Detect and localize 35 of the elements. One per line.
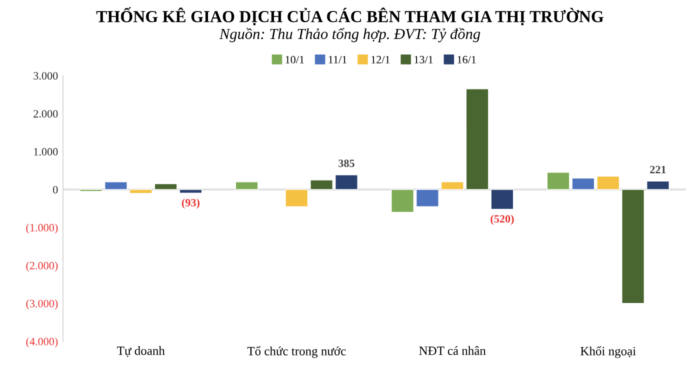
bar xyxy=(129,189,152,194)
legend-label: 16/1 xyxy=(458,56,476,64)
y-tick-label: (3.000) xyxy=(26,300,58,310)
y-tick-label: (2.000) xyxy=(26,262,58,272)
y-tick-label: (4.000) xyxy=(26,337,58,348)
bar xyxy=(440,182,464,190)
data-label: 221 xyxy=(650,166,666,174)
data-label: 385 xyxy=(338,160,354,168)
x-tick-label: Khối ngoại xyxy=(580,346,636,358)
y-tick-label: 2.000 xyxy=(34,110,58,118)
y-tick-label: (1.000) xyxy=(26,224,58,234)
bar xyxy=(310,180,334,190)
bar xyxy=(416,189,439,207)
bar xyxy=(391,189,414,213)
legend-label: 13/1 xyxy=(414,56,433,64)
bar xyxy=(334,174,358,190)
x-tick-label: Tự doanh xyxy=(117,346,165,357)
legend-label: 10/1 xyxy=(286,56,304,64)
y-tick-label: 3.000 xyxy=(34,72,58,80)
bar xyxy=(285,189,308,207)
x-tick-label: Tổ chức trong nước xyxy=(247,346,346,358)
data-label: (520) xyxy=(490,214,514,225)
bar xyxy=(646,180,670,190)
bar xyxy=(596,176,620,190)
y-tick-label: 0 xyxy=(53,186,58,194)
chart-title: THỐNG KÊ GIAO DỊCH CỦA CÁC BÊN THAM GIA THỊ TRƯỜNG xyxy=(96,7,604,26)
y-tick-label: 1.000 xyxy=(34,148,58,156)
chart-subtitle: Nguồn: Thu Thảo tổng hợp. ĐVT: Tỷ đồng xyxy=(219,28,480,42)
legend-label: 11/1 xyxy=(328,56,347,64)
bar xyxy=(104,182,128,190)
bar xyxy=(622,189,645,304)
bar xyxy=(235,182,258,190)
legend-label: 12/1 xyxy=(372,56,390,64)
x-tick-label: NĐT cá nhân xyxy=(419,346,486,355)
data-label: (93) xyxy=(182,198,200,209)
